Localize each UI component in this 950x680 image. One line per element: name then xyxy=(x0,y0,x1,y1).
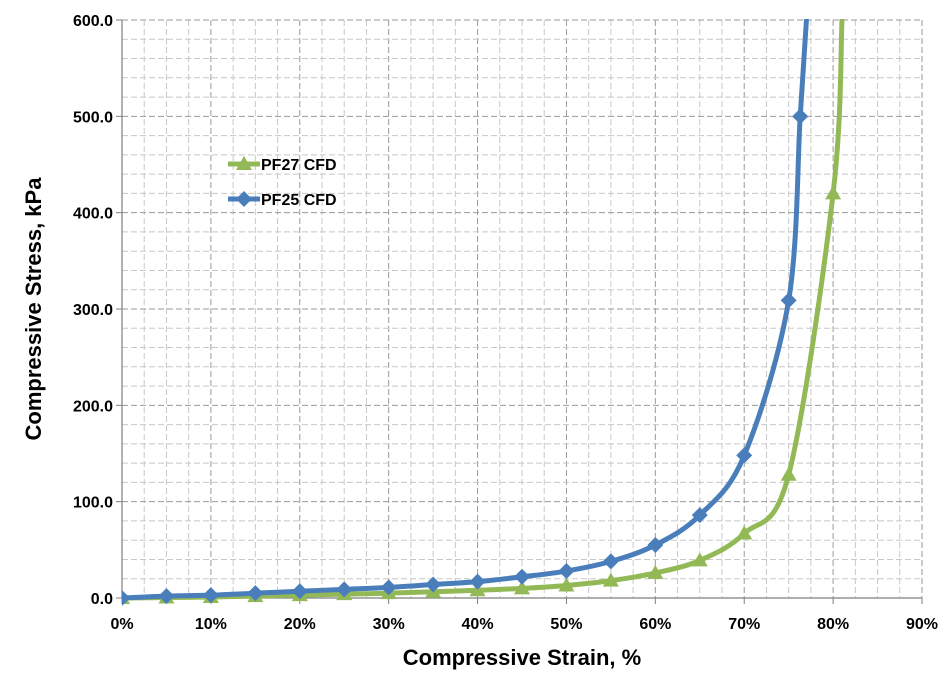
y-tick-label: 300.0 xyxy=(73,302,113,319)
x-tick-label: 20% xyxy=(284,616,316,633)
x-tick-label: 60% xyxy=(639,616,671,633)
x-tick-label: 70% xyxy=(728,616,760,633)
data-point-pf25-cfd xyxy=(122,590,130,606)
x-tick-label: 30% xyxy=(373,616,405,633)
data-point-pf27-cfd xyxy=(691,552,708,567)
tick-labels: 0% 10% 20% 30% 40% 50% 60% 70% 80% 90% 0.0 100.0 200… xyxy=(73,13,938,633)
series-layer xyxy=(122,19,845,606)
data-point-pf25-cfd xyxy=(792,108,809,125)
y-tick-label: 100.0 xyxy=(73,495,113,512)
legend-label-pf27-cfd: PF27 CFD xyxy=(261,157,337,174)
data-point-pf25-cfd xyxy=(291,583,308,600)
y-tick-label: 500.0 xyxy=(73,109,113,126)
data-point-pf27-cfd xyxy=(736,525,753,540)
x-tick-label: 40% xyxy=(462,616,494,633)
series-pf25-cfd xyxy=(122,19,809,606)
data-point-pf25-cfd xyxy=(780,292,797,309)
data-point-pf25-cfd xyxy=(691,507,708,524)
data-point-pf27-cfd xyxy=(780,466,797,481)
y-tick-label: 200.0 xyxy=(73,398,113,415)
data-point-pf25-cfd xyxy=(736,447,753,464)
data-point-pf25-cfd xyxy=(558,563,575,580)
y-tick-label: 0.0 xyxy=(91,591,113,608)
data-point-pf27-cfd xyxy=(825,185,842,200)
x-axis-title: Compressive Strain, % xyxy=(403,645,641,670)
x-tick-label: 0% xyxy=(110,616,133,633)
x-tick-label: 10% xyxy=(195,616,227,633)
data-point-pf25-cfd xyxy=(602,553,619,570)
data-point-pf25-cfd xyxy=(425,576,442,593)
legend-label-pf25-cfd: PF25 CFD xyxy=(261,192,337,209)
x-tick-label: 90% xyxy=(906,616,938,633)
data-point-pf25-cfd xyxy=(469,573,486,590)
legend-marker-pf25-cfd xyxy=(236,191,252,207)
x-tick-label: 50% xyxy=(550,616,582,633)
data-point-pf27-cfd xyxy=(602,572,619,587)
y-axis-title: Compressive Stress, kPa xyxy=(21,177,46,441)
y-tick-label: 600.0 xyxy=(73,13,113,30)
data-point-pf25-cfd xyxy=(202,587,219,604)
data-point-pf25-cfd xyxy=(647,537,664,554)
data-point-pf27-cfd xyxy=(514,580,530,595)
data-point-pf25-cfd xyxy=(380,579,397,596)
data-point-pf25-cfd xyxy=(158,588,175,605)
data-point-pf25-cfd xyxy=(514,568,530,585)
data-point-pf25-cfd xyxy=(336,581,353,598)
y-tick-label: 400.0 xyxy=(73,206,113,223)
legend-marker-pf27-cfd xyxy=(236,156,252,170)
legend: PF27 CFD PF25 CFD xyxy=(228,156,337,209)
data-point-pf27-cfd xyxy=(558,577,575,592)
x-tick-label: 80% xyxy=(817,616,849,633)
data-point-pf25-cfd xyxy=(247,585,264,602)
data-point-pf27-cfd xyxy=(647,564,664,579)
